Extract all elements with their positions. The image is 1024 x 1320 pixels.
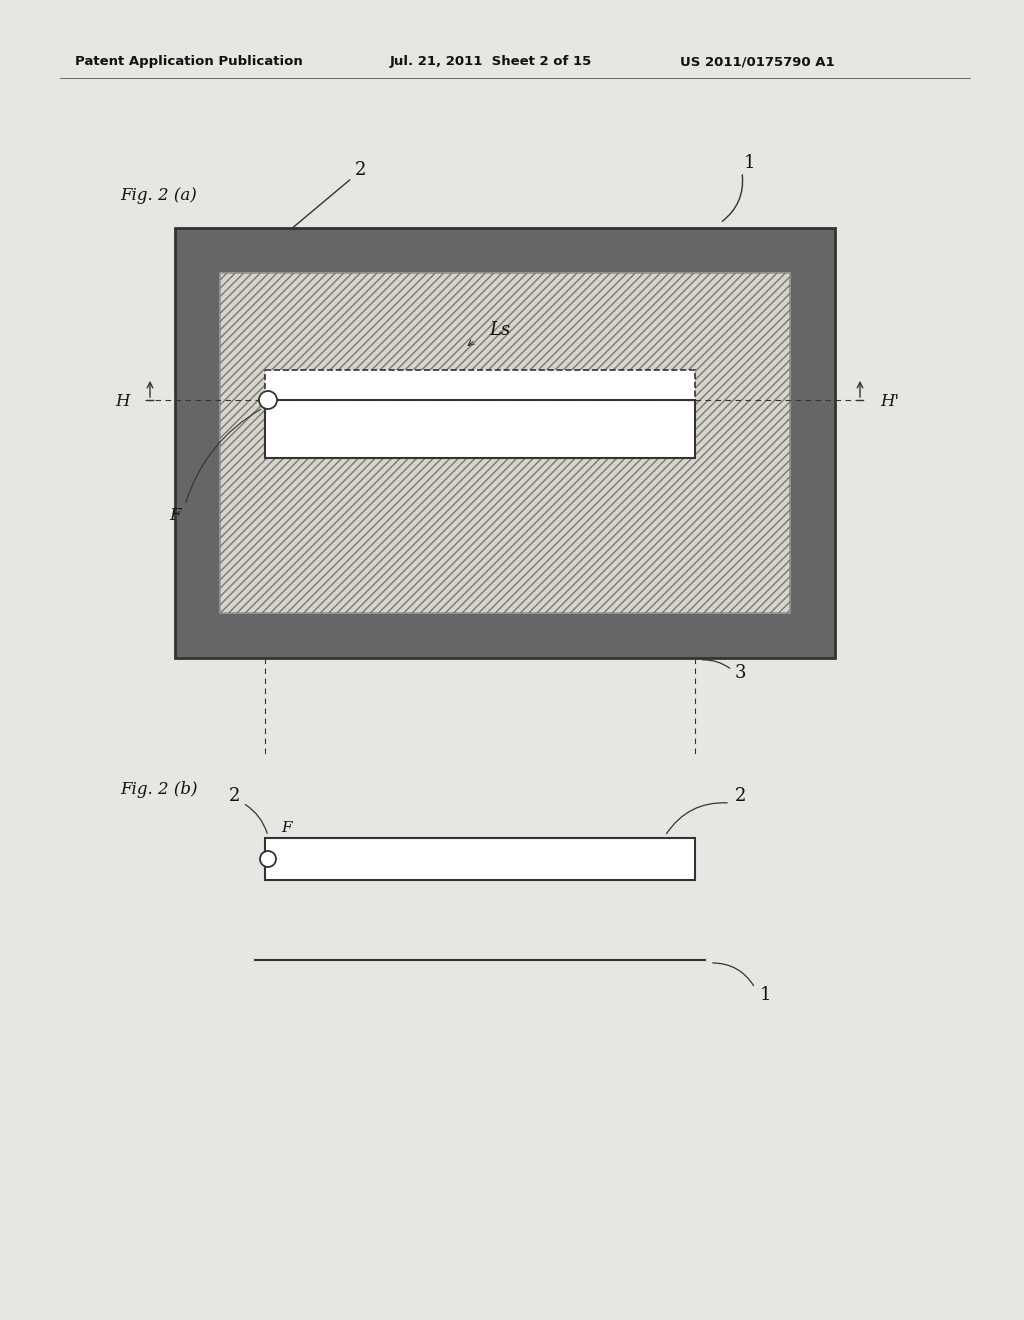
Bar — [220, 273, 790, 612]
Text: 1: 1 — [759, 986, 771, 1005]
Bar — [265, 838, 695, 880]
Circle shape — [259, 391, 278, 409]
Text: US 2011/0175790 A1: US 2011/0175790 A1 — [680, 55, 835, 69]
Circle shape — [260, 851, 276, 867]
Text: 3: 3 — [734, 664, 745, 682]
Text: Ls: Ls — [489, 321, 511, 339]
Text: Fig. 2 (b): Fig. 2 (b) — [120, 781, 198, 799]
Text: 2: 2 — [734, 787, 745, 805]
Text: 2: 2 — [354, 161, 366, 180]
Text: 2: 2 — [229, 787, 241, 805]
Text: Patent Application Publication: Patent Application Publication — [75, 55, 303, 69]
Text: F: F — [169, 507, 181, 524]
Text: H: H — [116, 393, 130, 411]
Bar — [265, 370, 695, 400]
Text: F: F — [282, 821, 292, 836]
Text: Fig. 2 (a): Fig. 2 (a) — [120, 186, 197, 203]
Bar — [175, 228, 835, 657]
Bar — [220, 273, 790, 612]
Text: Jul. 21, 2011  Sheet 2 of 15: Jul. 21, 2011 Sheet 2 of 15 — [390, 55, 592, 69]
Bar — [265, 400, 695, 458]
Text: 1: 1 — [744, 154, 756, 172]
Text: H': H' — [880, 393, 899, 411]
